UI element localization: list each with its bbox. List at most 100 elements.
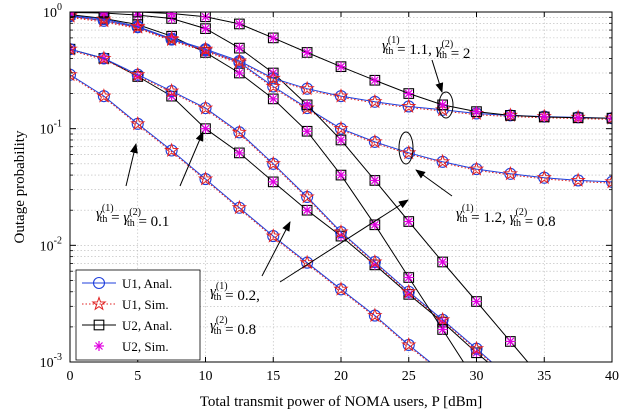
marker-star <box>434 153 451 169</box>
marker-star <box>299 80 315 96</box>
legend-entry: U2, Anal. <box>82 318 172 333</box>
marker-asterisk <box>302 205 313 216</box>
y-tick-label: 10-2 <box>40 235 62 254</box>
marker-star <box>130 18 146 34</box>
marker-asterisk <box>70 12 75 17</box>
marker-asterisk <box>505 336 516 347</box>
marker-star <box>299 188 315 204</box>
marker-asterisk <box>166 12 177 19</box>
x-tick-label: 25 <box>402 369 416 384</box>
u1-analytical-line <box>70 15 612 183</box>
marker-asterisk <box>403 272 414 283</box>
marker-star <box>265 155 281 171</box>
u1-analytical-line <box>70 48 493 362</box>
marker-star <box>333 88 349 103</box>
annotation-1: γ(1) th = 1.1, γ(2) th = 2 <box>382 35 470 62</box>
y-tick-label: 10-1 <box>40 119 62 138</box>
marker-circle <box>92 276 106 290</box>
x-tick-label: 20 <box>334 369 348 384</box>
marker-asterisk <box>268 32 279 43</box>
legend-entry: U1, Sim. <box>82 295 169 312</box>
marker-asterisk <box>94 341 104 351</box>
u1-simulation-line <box>70 16 612 184</box>
annotation-3: γ(1) th = γ(2) th = 0.1 <box>96 203 169 230</box>
marker-star <box>197 171 214 186</box>
series-u2 <box>70 43 489 362</box>
annotation-4-line-2: γ(2) th = 0.8 <box>210 315 256 338</box>
marker-star <box>197 41 214 56</box>
legend: U1, Anal. U1, Sim. U2, Anal. U2, Sim. <box>75 269 201 361</box>
marker-asterisk <box>573 112 584 123</box>
series-u2 <box>70 12 612 124</box>
marker-star <box>231 199 248 215</box>
marker-asterisk <box>336 61 346 72</box>
marker-star <box>333 281 349 296</box>
marker-star <box>197 100 214 115</box>
marker-star <box>333 224 349 239</box>
marker-star <box>265 78 281 93</box>
series-u1 <box>70 66 431 362</box>
marker-asterisk <box>200 123 211 134</box>
legend-label: U1, Sim. <box>122 297 169 312</box>
marker-star <box>536 169 552 185</box>
marker-asterisk <box>302 126 313 137</box>
marker-star <box>604 173 612 189</box>
annotation-3-arrow-2 <box>179 131 204 187</box>
marker-star <box>367 133 383 149</box>
marker-asterisk <box>403 216 414 227</box>
marker-star <box>434 311 451 327</box>
marker-asterisk <box>234 43 245 54</box>
series-lines <box>70 12 612 362</box>
u1-analytical-line <box>70 74 431 362</box>
marker-star <box>265 228 281 243</box>
plot-series <box>70 12 612 362</box>
legend-label: U2, Anal. <box>122 318 172 333</box>
marker-star <box>401 283 417 299</box>
marker-circle <box>70 43 77 56</box>
marker-star <box>570 172 586 187</box>
marker-star <box>96 88 112 103</box>
y-axis-label: Outage probability <box>12 130 28 243</box>
marker-circle <box>70 12 77 22</box>
marker-star <box>401 336 417 352</box>
marker-asterisk <box>369 175 380 186</box>
x-tick-label: 35 <box>537 369 551 384</box>
marker-asterisk <box>403 88 414 99</box>
marker-asterisk <box>234 147 245 158</box>
marker-star <box>130 115 146 131</box>
marker-star <box>91 295 107 311</box>
marker-star <box>367 93 383 109</box>
marker-asterisk <box>268 176 279 187</box>
marker-star <box>231 124 248 139</box>
x-tick-label: 40 <box>605 369 619 384</box>
u1-simulation-line <box>70 75 430 362</box>
legend-label: U2, Sim. <box>122 339 169 354</box>
marker-star <box>163 30 180 46</box>
marker-star <box>401 98 417 113</box>
marker-asterisk <box>437 256 448 267</box>
marker-asterisk <box>336 170 346 181</box>
marker-star <box>265 70 281 85</box>
marker-asterisk <box>369 75 380 86</box>
annotation-3-arrow-1 <box>125 143 138 187</box>
marker-star <box>367 307 383 323</box>
x-axis-label: Total transmit power of NOMA users, P [d… <box>200 394 483 410</box>
annotation-4-arrow-2 <box>279 199 409 283</box>
annotation-4-line-1: γ(1) th = 0.2, <box>210 281 260 304</box>
marker-asterisk <box>336 134 346 145</box>
marker-asterisk <box>471 106 482 117</box>
marker-star <box>70 66 78 82</box>
y-tick-label: 100 <box>43 2 62 21</box>
annotation-1-arrow <box>431 59 444 93</box>
marker-asterisk <box>505 110 516 121</box>
x-tick-label: 10 <box>199 369 213 384</box>
marker-star <box>367 253 383 269</box>
marker-star <box>163 142 180 157</box>
x-tick-label: 30 <box>470 369 484 384</box>
annotation-4-arrow-1 <box>261 221 291 277</box>
annotation-1-ellipse <box>438 91 454 119</box>
marker-star <box>130 66 146 82</box>
y-tick-label: 10-3 <box>40 352 62 371</box>
marker-circle <box>70 68 77 81</box>
legend-label: U1, Anal. <box>122 276 172 291</box>
